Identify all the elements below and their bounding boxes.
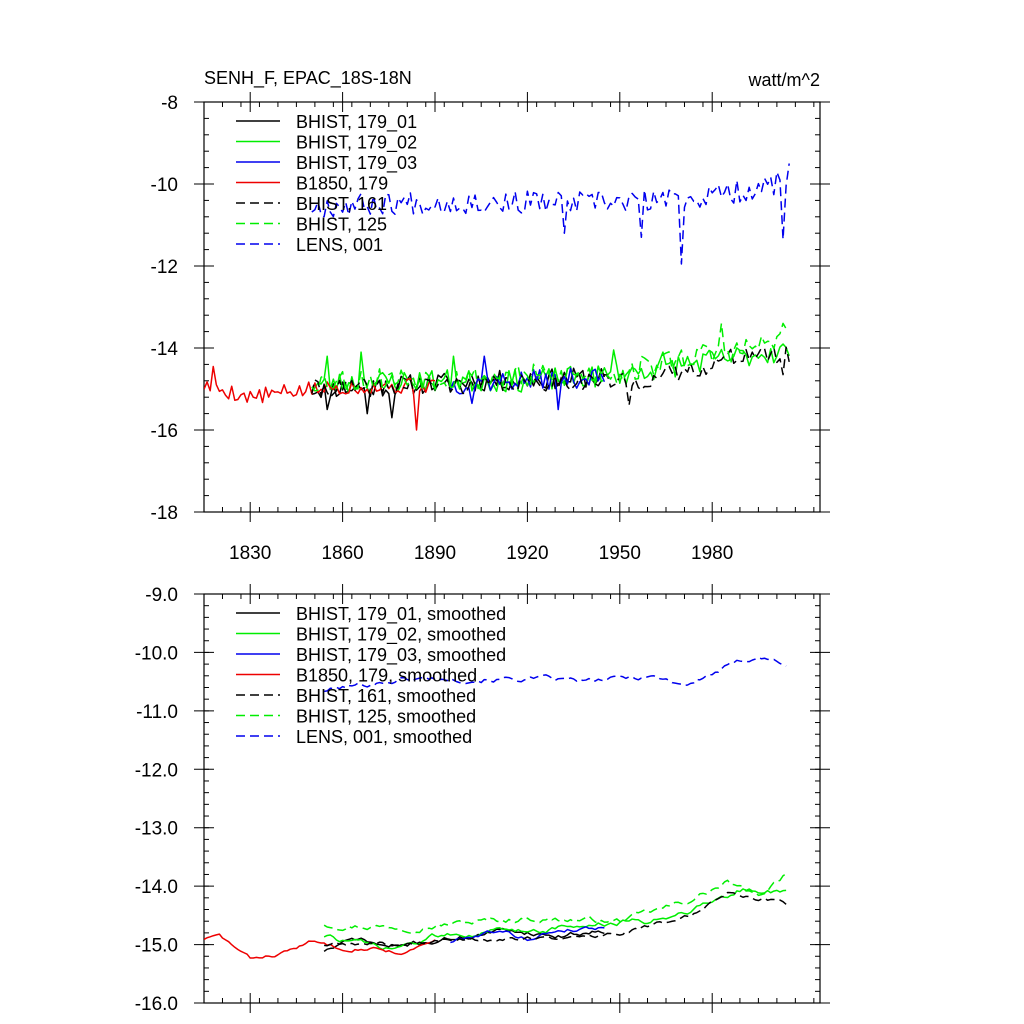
- legend-label: LENS, 001: [296, 235, 383, 255]
- series-line: [311, 346, 790, 407]
- series-line: [324, 891, 787, 947]
- legend-label: BHIST, 125, smoothed: [296, 707, 476, 727]
- x-tick-label: 1890: [414, 543, 456, 564]
- x-tick-label: 1830: [229, 543, 271, 564]
- series-line: [311, 322, 790, 393]
- series-line: [324, 656, 787, 693]
- y-tick-label: -16.0: [135, 994, 178, 1015]
- legend-label: BHIST, 125: [296, 215, 387, 235]
- y-tick-label: -12.0: [135, 760, 178, 781]
- y-tick-label: -9.0: [145, 585, 178, 606]
- y-tick-label: -8: [161, 93, 178, 114]
- series-line: [311, 163, 790, 265]
- series-line: [450, 926, 605, 944]
- legend-label: BHIST, 161: [296, 194, 387, 214]
- series-group: [204, 163, 790, 431]
- x-tick-label: 1920: [506, 543, 548, 564]
- chart-title: SENH_F, EPAC_18S-18N: [204, 68, 412, 89]
- legend-label: BHIST, 161, smoothed: [296, 686, 476, 706]
- legend-label: BHIST, 179_02: [296, 133, 417, 154]
- legend-label: BHIST, 179_02, smoothed: [296, 625, 506, 646]
- x-tick-label: 1950: [599, 543, 641, 564]
- units-label: watt/m^2: [748, 70, 820, 90]
- y-tick-label: -10: [151, 175, 178, 196]
- y-tick-label: -12: [151, 257, 178, 278]
- plot-frame: [203, 101, 821, 513]
- y-tick-label: -13.0: [135, 819, 178, 840]
- x-tick-label: 1860: [321, 543, 363, 564]
- legend-label: B1850, 179: [296, 174, 388, 194]
- y-tick-label: -14: [151, 339, 179, 360]
- series-group: [204, 656, 787, 959]
- x-tick-label: 1980: [691, 543, 733, 564]
- y-tick-label: -18: [151, 503, 178, 524]
- y-tick-label: -11.0: [136, 702, 178, 723]
- plot-frame: [203, 593, 821, 1004]
- legend-label: B1850, 179, smoothed: [296, 666, 477, 686]
- bottom-panel: -9.0 -10.0 -11.0 -12.0 -13.0 -14.0 -15.0 -16.0 B…: [135, 584, 830, 1015]
- legend-label: BHIST, 179_03, smoothed: [296, 645, 506, 666]
- legend-label: LENS, 001, smoothed: [296, 727, 472, 747]
- series-line: [323, 873, 787, 935]
- y-tick-label: -10.0: [135, 643, 178, 664]
- series-line: [204, 933, 436, 959]
- y-tick-label: -15.0: [135, 936, 178, 957]
- y-tick-label: -14.0: [135, 877, 178, 898]
- legend-label: BHIST, 179_01: [296, 112, 417, 133]
- legend-label: BHIST, 179_03: [296, 153, 417, 174]
- legend-label: BHIST, 179_01, smoothed: [296, 604, 506, 625]
- top-panel: -8 -10 -12 -14 -16 -18 1830 1860 1890 1920 1950 198…: [151, 92, 830, 564]
- y-tick-label: -16: [151, 421, 178, 442]
- series-line: [204, 365, 436, 431]
